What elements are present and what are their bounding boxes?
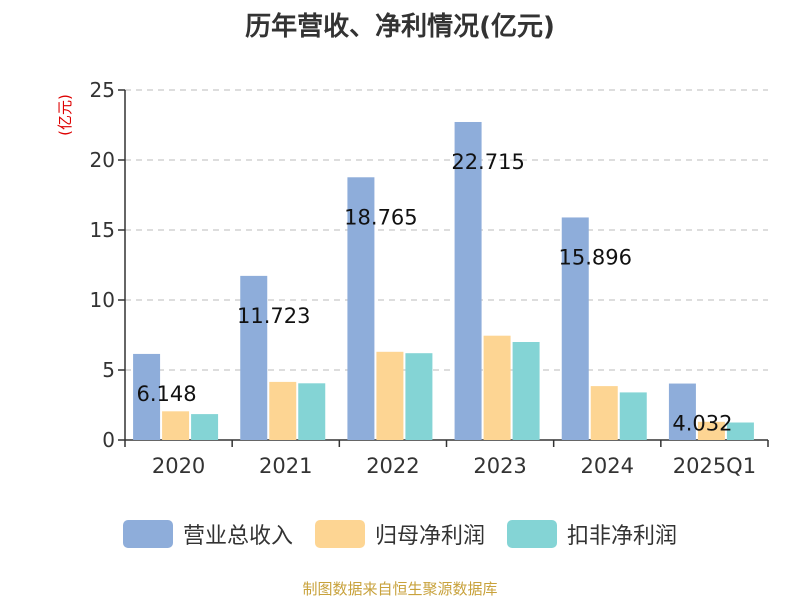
- x-tick-label: 2020: [152, 454, 205, 478]
- legend-item[interactable]: 归母净利润: [314, 518, 485, 550]
- chart-title: 历年营收、净利情况(亿元): [245, 12, 555, 42]
- chart-legend: 营业总收入 归母净利润 扣非净利润: [0, 518, 800, 550]
- x-tick-label: 2022: [366, 454, 419, 478]
- data-label: 22.715: [451, 150, 524, 174]
- bar-营业总收入-2020: [133, 353, 161, 440]
- legend-swatch: [314, 520, 365, 548]
- bar-扣非净利润-2024: [619, 392, 647, 440]
- bar-营业总收入-2024: [561, 217, 589, 440]
- bar-营业总收入-2023: [454, 121, 482, 441]
- legend-item[interactable]: 扣非净利润: [507, 518, 677, 550]
- bar-归母净利润-2020: [162, 411, 190, 440]
- bar-扣非净利润-2023: [512, 342, 540, 440]
- legend-swatch: [507, 520, 557, 548]
- legend-label: 营业总收入: [182, 524, 293, 549]
- bar-归母净利润-2024: [590, 386, 618, 440]
- data-label: 11.723: [237, 304, 310, 328]
- data-label: 6.148: [137, 382, 197, 406]
- x-tick-label: 2025Q1: [673, 454, 756, 478]
- bar-营业总收入-2022: [347, 177, 375, 441]
- y-tick-label: 25: [90, 78, 115, 102]
- y-tick-label: 5: [102, 358, 115, 382]
- bar-营业总收入-2021: [240, 275, 268, 440]
- x-tick-label: 2023: [473, 454, 526, 478]
- bar-扣非净利润-2022: [405, 353, 433, 440]
- legend-item[interactable]: 营业总收入: [122, 518, 293, 550]
- x-tick-label: 2021: [259, 454, 312, 478]
- bar-归母净利润-2021: [269, 381, 297, 440]
- data-label: 4.032: [672, 412, 732, 436]
- bar-扣非净利润-2025Q1: [726, 422, 754, 440]
- y-tick-label: 10: [90, 288, 115, 312]
- legend-swatch: [122, 520, 173, 548]
- legend-label: 归母净利润: [374, 524, 485, 549]
- bar-归母净利润-2025Q1: [697, 421, 725, 440]
- data-label: 18.765: [344, 205, 417, 229]
- y-tick-label: 20: [90, 148, 115, 172]
- bar-归母净利润-2022: [376, 351, 404, 440]
- y-tick-label: 0: [102, 428, 115, 452]
- data-source-note: 制图数据来自恒生聚源数据库: [302, 580, 498, 598]
- bar-扣非净利润-2020: [191, 414, 219, 440]
- x-tick-label: 2024: [581, 454, 634, 478]
- y-tick-label: 15: [90, 218, 115, 242]
- bar-归母净利润-2023: [483, 335, 511, 440]
- bar-营业总收入-2025Q1: [668, 383, 696, 440]
- bar-扣非净利润-2021: [298, 383, 326, 440]
- y-axis-unit-label: (亿元): [56, 94, 74, 136]
- legend-label: 扣非净利润: [567, 524, 678, 549]
- data-label: 15.896: [559, 245, 632, 269]
